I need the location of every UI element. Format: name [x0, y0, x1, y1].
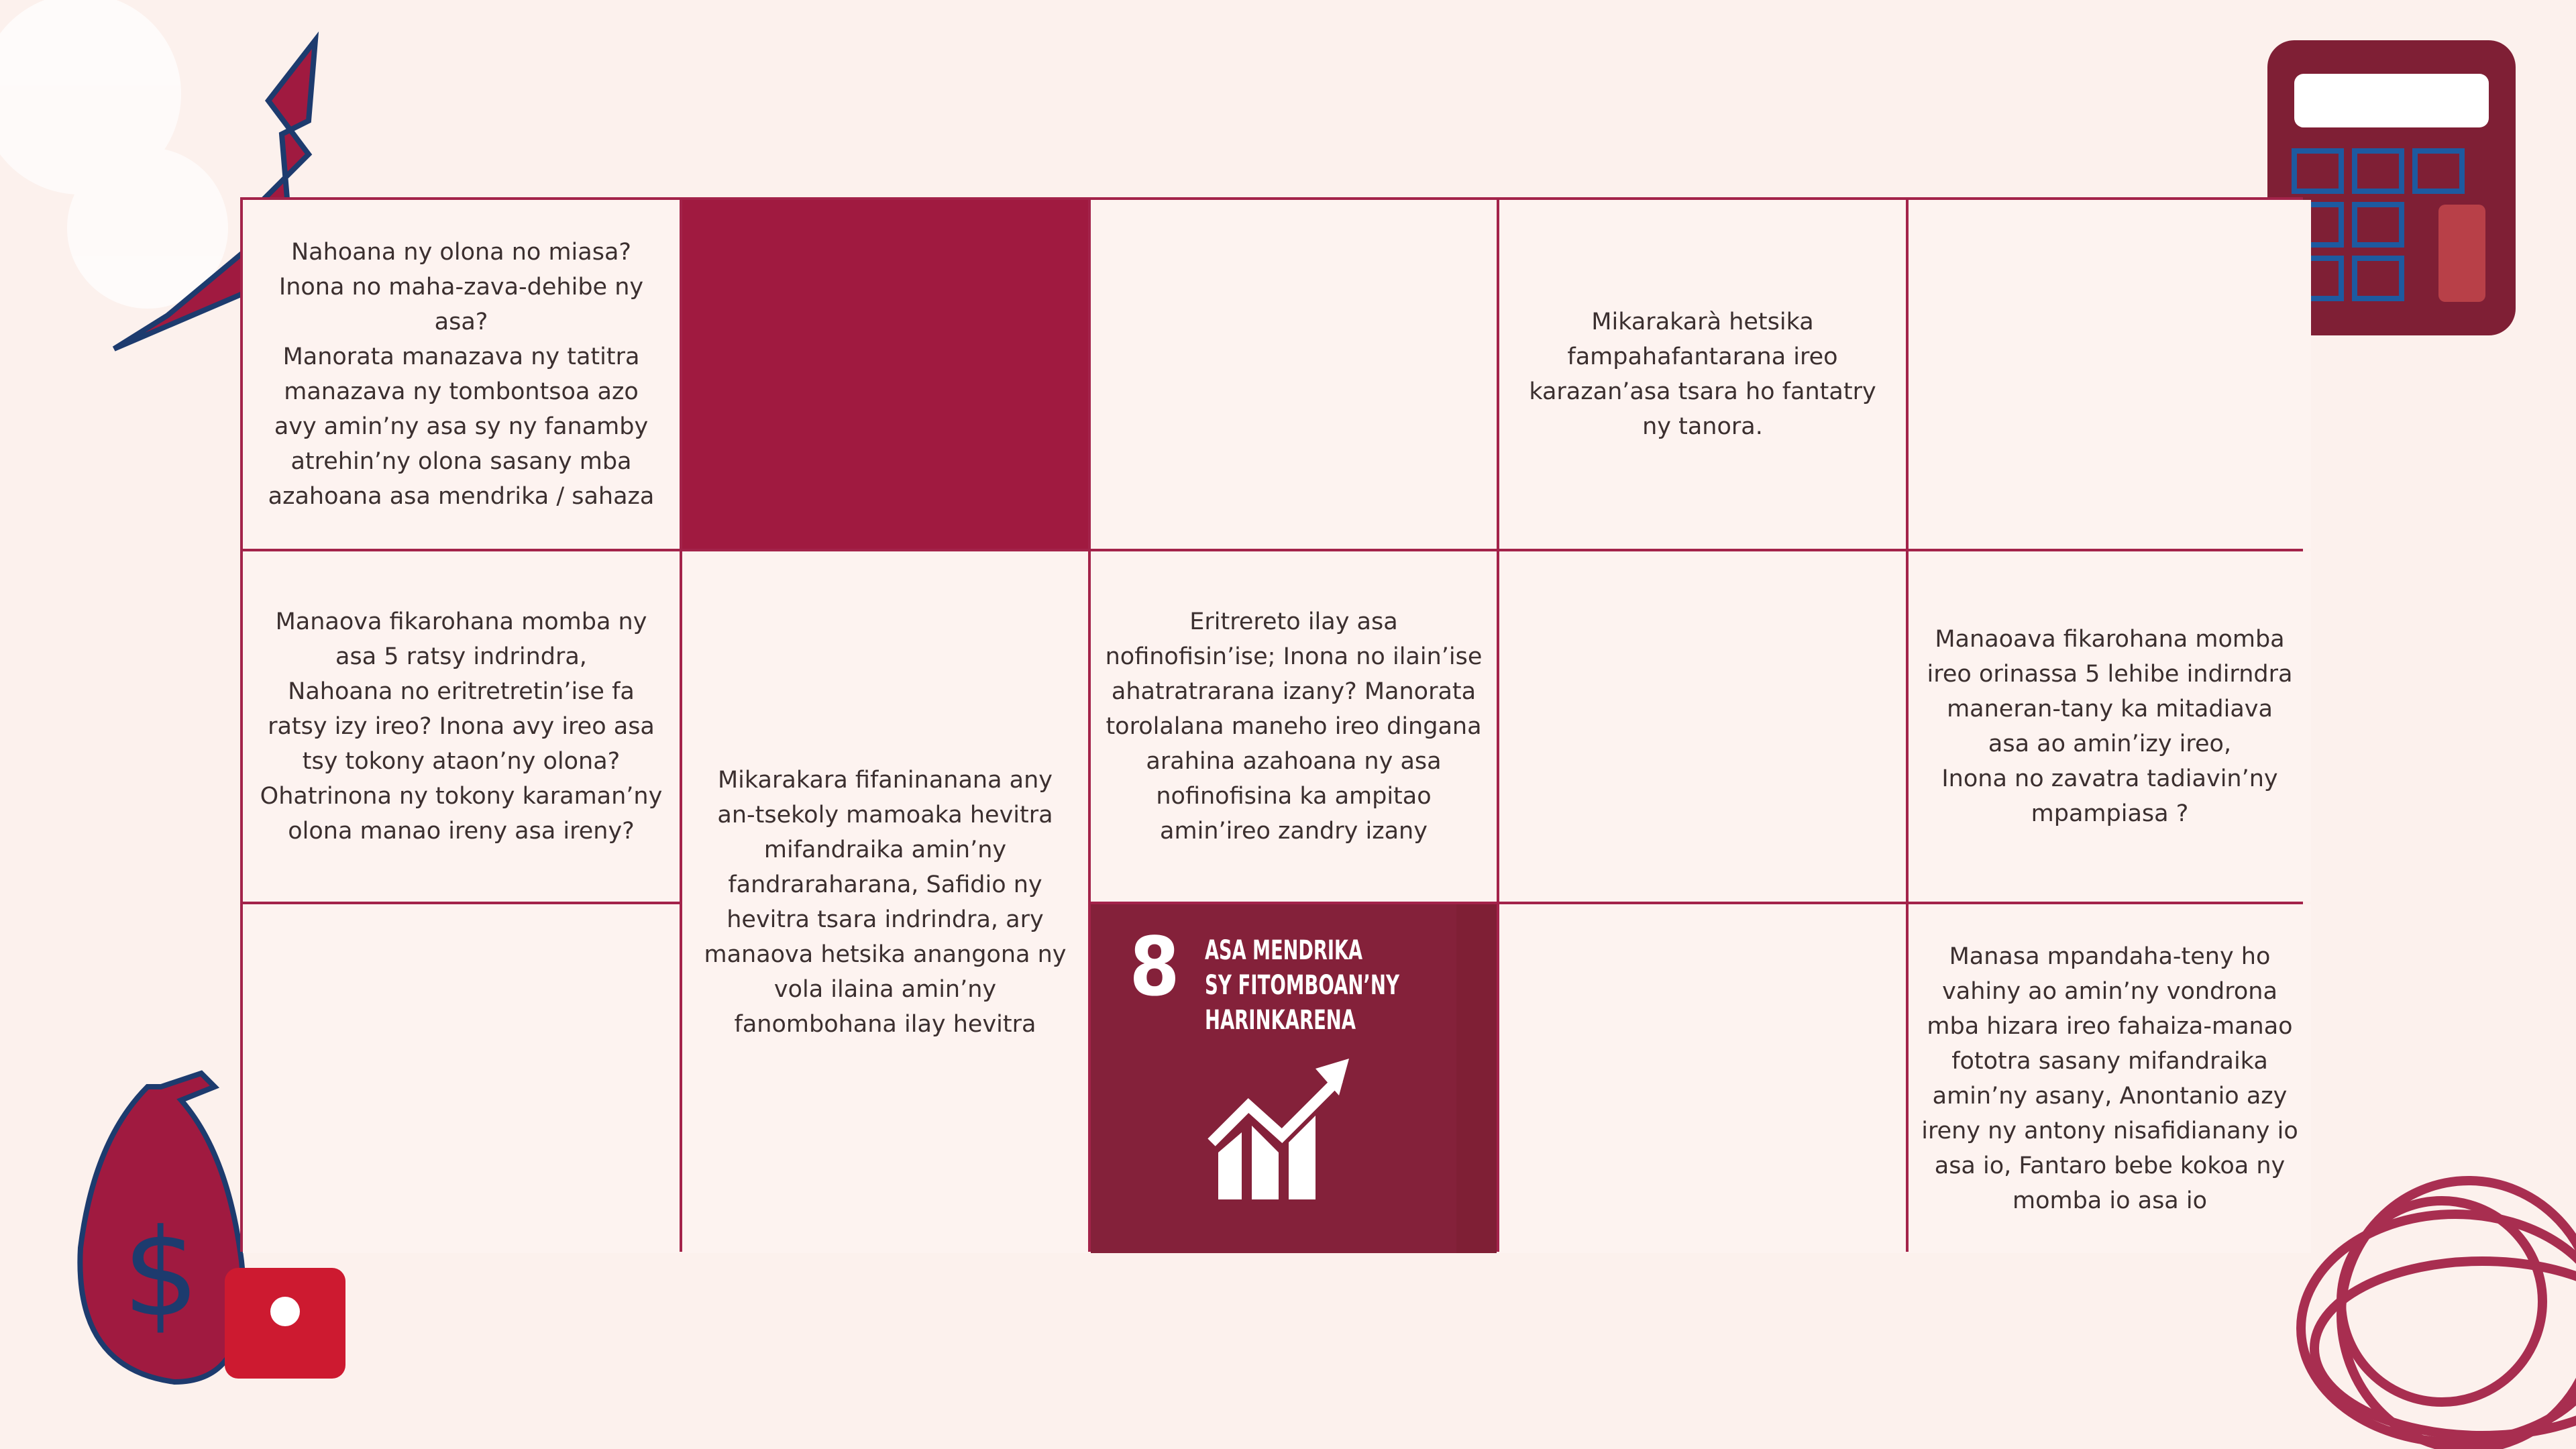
goal-title-line: HARINKARENA: [1205, 1005, 1356, 1036]
cell-text-line: an-tsekoly mamoaka hevitra: [717, 802, 1053, 828]
grid-cell: Manaova fikarohana momba ny asa 5 ratsy i…: [243, 551, 680, 902]
cell-text-line: asa?: [434, 309, 488, 335]
cell-text-line: Manasa mpandaha-teny ho: [1949, 943, 2271, 970]
goal-badge: 8 ASA MENDRIKA SY FITOMBOAN’NY HARINKARENA: [1091, 904, 1456, 1253]
growth-arrow: [1208, 1075, 1343, 1146]
growth-arrowhead: [1316, 1059, 1349, 1095]
cell-text-line: ireo orinassa 5 lehibe indirndra: [1927, 661, 2293, 688]
cell-text-line: mpampiasa ?: [2031, 800, 2189, 827]
cell-text-line: Ohatrinona ny tokony karaman’ny: [260, 783, 663, 810]
goal-number: 8: [1129, 921, 1179, 1014]
cell-text-line: ratsy izy ireo? Inona avy ireo asa: [268, 713, 655, 740]
grid-cell: Mikarakarà hetsika fampahafantarana ireo k…: [1499, 200, 1906, 549]
cell-text-line: Mikarakara fifaninanana any: [717, 767, 1053, 794]
cell-text-line: amin’ireo zandry izany: [1160, 818, 1428, 845]
cell-text-line: karazan’asa tsara ho fantatry: [1529, 378, 1876, 405]
cell-text-line: momba io asa io: [2012, 1187, 2208, 1214]
cell-text-line: Eritrereto ilay asa: [1189, 608, 1398, 635]
cell-text-line: manazava ny tombontsoa azo: [284, 378, 639, 405]
cell-text-line: mifandraika amin’ny: [763, 837, 1007, 863]
cell-text-line: mba hizara ireo fahaiza-manao: [1927, 1013, 2293, 1040]
grid-cell: [1499, 551, 1906, 902]
cell-text-line: ny tanora.: [1642, 413, 1763, 440]
grid-cell: [1091, 200, 1497, 549]
goal-tile: 8 ASA MENDRIKA SY FITOMBOAN’NY HARINKARENA: [1091, 904, 1497, 1253]
cell-text-line: amin’ny asany, Anontanio azy: [1932, 1083, 2288, 1110]
cell-text-line: arahina azahoana ny asa: [1146, 748, 1442, 775]
cell-text-line: asa ao amin’izy ireo,: [1988, 731, 2232, 757]
growth-bars: [1218, 1116, 1316, 1199]
cell-text-line: fampahafantarana ireo: [1567, 343, 1838, 370]
cell-text-line: nofinofisina ka ampitao: [1156, 783, 1432, 810]
cell-text-line: hevitra tsara indrindra, ary: [727, 906, 1044, 933]
cell-text-line: Nahoana ny olona no miasa?: [290, 239, 631, 266]
cell-text-line: fanombohana ilay hevitra: [734, 1011, 1036, 1038]
cell-text-line: vola ilaina amin’ny: [773, 976, 997, 1003]
cell-text-line: nofinofisin’ise; Inona no ilain’ise: [1105, 643, 1483, 670]
grid-cell: Nahoana ny olona no miasa? Inona no maha-…: [243, 200, 680, 549]
cell-text-line: Inona no zavatra tadiavin’ny: [1941, 765, 2278, 792]
cell-text-line: fototra sasany mifandraika: [1951, 1048, 2268, 1075]
cell-text-line: asa 5 ratsy indrindra,: [335, 643, 587, 670]
dollar-icon: $: [123, 1203, 200, 1344]
cell-text-line: Mikarakarà hetsika: [1591, 309, 1814, 335]
cell-text-line: manaova hetsika anangona ny: [704, 941, 1067, 968]
grid-cell: Manasa mpandaha-teny ho vahiny ao amin’ny…: [1909, 904, 2311, 1253]
cell-text-line: azahoana asa mendrika / sahaza: [268, 483, 655, 510]
cell-text-line: olona manao ireny asa ireny?: [288, 818, 635, 845]
grid-cell: Manaoava fikarohana momba ireo orinassa 5…: [1909, 551, 2311, 902]
cell-text-line: tsy tokony ataon’ny olona?: [302, 748, 621, 775]
cell-text-line: Manaova fikarohana momba ny: [275, 608, 647, 635]
grid-cell: Mikarakara fifaninanana any an-tsekoly ma…: [682, 551, 1088, 1253]
cell-text-line: maneran-tany ka mitadiava: [1947, 696, 2273, 722]
cell-text-line: asa io, Fantaro bebe kokoa ny: [1934, 1152, 2286, 1179]
goal-title-line: ASA MENDRIKA: [1205, 935, 1362, 966]
grid-cell: [1499, 904, 1906, 1253]
goal-title-line: SY FITOMBOAN’NY: [1205, 970, 1400, 1001]
cell-text-line: Inona no maha-zava-dehibe ny: [278, 274, 644, 301]
cell-text-line: ireny ny antony nisafidianany io: [1921, 1118, 2298, 1144]
activity-grid: Nahoana ny olona no miasa? Inona no maha-…: [240, 197, 2311, 1253]
cell-text-line: Nahoana no eritretretin’ise fa: [288, 678, 635, 705]
cell-text-line: fandraraharana, Safidio ny: [728, 871, 1042, 898]
cell-text-line: atrehin’ny olona sasany mba: [290, 448, 632, 475]
cell-text-line: vahiny ao amin’ny vondrona: [1942, 978, 2277, 1005]
cell-text-line: ahatratrarana izany? Manorata: [1111, 678, 1477, 705]
cell-text-line: Manaoava fikarohana momba: [1935, 626, 2285, 653]
grid-cell: [682, 200, 1088, 549]
grid-cell: [1909, 200, 2311, 549]
grid-cell: Eritrereto ilay asa nofinofisin’ise; Inon…: [1091, 551, 1497, 902]
cell-text-line: avy amin’ny asa sy ny fanamby: [274, 413, 649, 440]
grid-cell: [243, 904, 680, 1253]
cell-text-line: Manorata manazava ny tatitra: [282, 343, 640, 370]
cell-text-line: torolalana maneho ireo dingana: [1106, 713, 1482, 740]
